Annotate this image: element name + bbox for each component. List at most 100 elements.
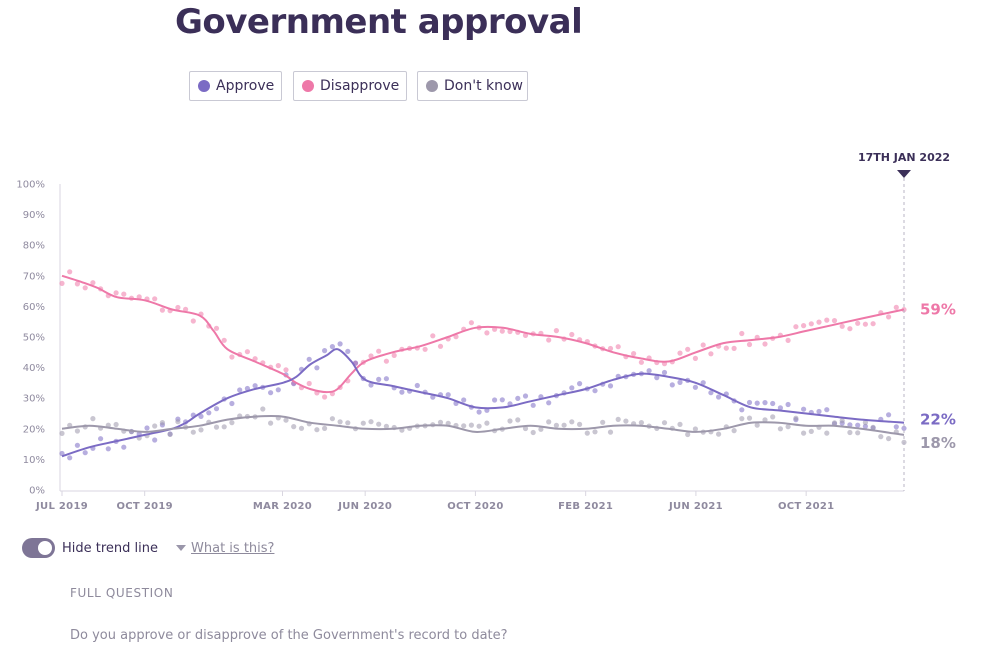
- end-labels: 59% 22% 18%: [920, 300, 956, 451]
- scatter-point: [793, 324, 799, 330]
- y-tick-label: 70%: [23, 271, 45, 282]
- scatter-point: [322, 394, 328, 400]
- scatter-point: [368, 353, 374, 359]
- scatter-point: [847, 422, 853, 428]
- scatter-point: [739, 407, 745, 413]
- scatter-point: [306, 356, 312, 362]
- scatter-point: [785, 337, 791, 343]
- scatter-point: [870, 424, 876, 430]
- approve-dot-icon: [198, 80, 210, 92]
- scatter-point: [816, 408, 822, 415]
- x-tick-label: OCT 2019: [116, 501, 172, 512]
- what-is-this[interactable]: What is this?: [176, 541, 274, 556]
- y-tick-label: 80%: [23, 241, 45, 252]
- scatter-point: [314, 365, 320, 371]
- scatter-point: [190, 429, 196, 435]
- scatter-point: [237, 387, 243, 393]
- x-tick-label: OCT 2020: [447, 501, 503, 512]
- scatter-point: [244, 349, 250, 355]
- y-tick-label: 0%: [29, 486, 45, 497]
- scatter-point: [74, 281, 80, 287]
- scatter-point: [152, 423, 158, 429]
- scatter-point: [553, 328, 560, 334]
- scatter-point: [90, 416, 96, 422]
- scatter-point: [553, 422, 560, 428]
- scatter-point: [383, 376, 389, 382]
- what-is-this-link[interactable]: What is this?: [191, 540, 275, 556]
- scatter-point: [522, 425, 529, 432]
- disapprove-dot-icon: [302, 80, 314, 92]
- legend-dontknow-label: Don't know: [444, 78, 524, 94]
- x-axis: JUL 2019 OCT 2019 MAR 2020 JUN 2020 OCT 2020…: [35, 490, 904, 512]
- scatter-point: [901, 425, 907, 431]
- scatter-point: [476, 409, 482, 415]
- legend-disapprove-button[interactable]: Disapprove: [293, 71, 407, 101]
- scatter-point: [59, 450, 65, 457]
- scatter-point: [530, 402, 536, 408]
- scatter-point: [808, 428, 814, 434]
- x-tick-label: JUN 2021: [668, 501, 723, 512]
- approval-chart[interactable]: 0% 10% 20% 30% 40% 50% 60% 70% 80% 90% 100% JUL 20…: [0, 140, 1000, 520]
- scatter-point: [337, 419, 343, 425]
- end-label-approve: 22%: [920, 411, 956, 429]
- x-tick-label: JUN 2020: [337, 501, 392, 512]
- scatter-point: [190, 318, 196, 324]
- scatter-point: [762, 400, 768, 406]
- scatter-point: [700, 342, 706, 348]
- scatter-point: [677, 350, 683, 356]
- scatter-point: [484, 330, 490, 336]
- scatter-point: [878, 434, 884, 440]
- scatter-point: [777, 426, 784, 432]
- scatter-point: [383, 358, 389, 364]
- scatter-point: [862, 423, 869, 429]
- scatter-point: [569, 419, 575, 425]
- scatter-point: [893, 304, 899, 310]
- date-marker[interactable]: 17TH JAN 2022: [858, 151, 950, 491]
- y-tick-label: 100%: [16, 180, 45, 191]
- hide-trend-toggle[interactable]: [22, 538, 55, 558]
- legend-dontknow-button[interactable]: Don't know: [417, 71, 528, 101]
- scatter-point: [546, 400, 552, 406]
- scatter-point: [476, 423, 482, 429]
- scatter-point: [855, 422, 861, 428]
- scatter-point: [530, 429, 536, 436]
- scatter-point: [762, 341, 768, 347]
- scatter-point: [654, 375, 660, 381]
- y-tick-label: 30%: [23, 394, 45, 405]
- scatter-point: [623, 418, 629, 424]
- scatter-point: [862, 419, 869, 426]
- scatter-point: [82, 285, 88, 291]
- scatter-point: [198, 427, 204, 433]
- scatter-point: [886, 412, 892, 418]
- scatter-point: [607, 345, 614, 352]
- scatter-point: [870, 321, 876, 327]
- scatter-point: [105, 446, 111, 452]
- scatter-point: [708, 351, 714, 357]
- scatter-point: [376, 421, 382, 427]
- scatter-point: [468, 422, 474, 428]
- scatter-point: [847, 326, 853, 332]
- scatter-point: [855, 320, 861, 326]
- scatter-point: [685, 431, 691, 438]
- scatter-point: [824, 407, 830, 413]
- x-tick-label: FEB 2021: [558, 501, 613, 512]
- scatter-point: [762, 417, 768, 423]
- scatter-point: [221, 337, 227, 343]
- scatter-point: [59, 280, 65, 286]
- scatter-point: [777, 405, 784, 411]
- legend-approve-button[interactable]: Approve: [189, 71, 282, 101]
- scatter-point: [291, 424, 297, 430]
- y-tick-label: 90%: [23, 210, 45, 221]
- scatter-point: [175, 304, 181, 311]
- scatter-point: [515, 417, 521, 423]
- scatter-point: [90, 280, 96, 286]
- scatter-point: [801, 323, 807, 329]
- scatter-point: [816, 319, 822, 325]
- scatter-point: [383, 423, 389, 429]
- scatter-point: [113, 421, 119, 428]
- scatter-point: [159, 420, 165, 426]
- y-tick-label: 10%: [23, 455, 45, 466]
- y-tick-label: 40%: [23, 363, 45, 374]
- scatter-point: [592, 429, 598, 435]
- scatter-point: [731, 345, 737, 351]
